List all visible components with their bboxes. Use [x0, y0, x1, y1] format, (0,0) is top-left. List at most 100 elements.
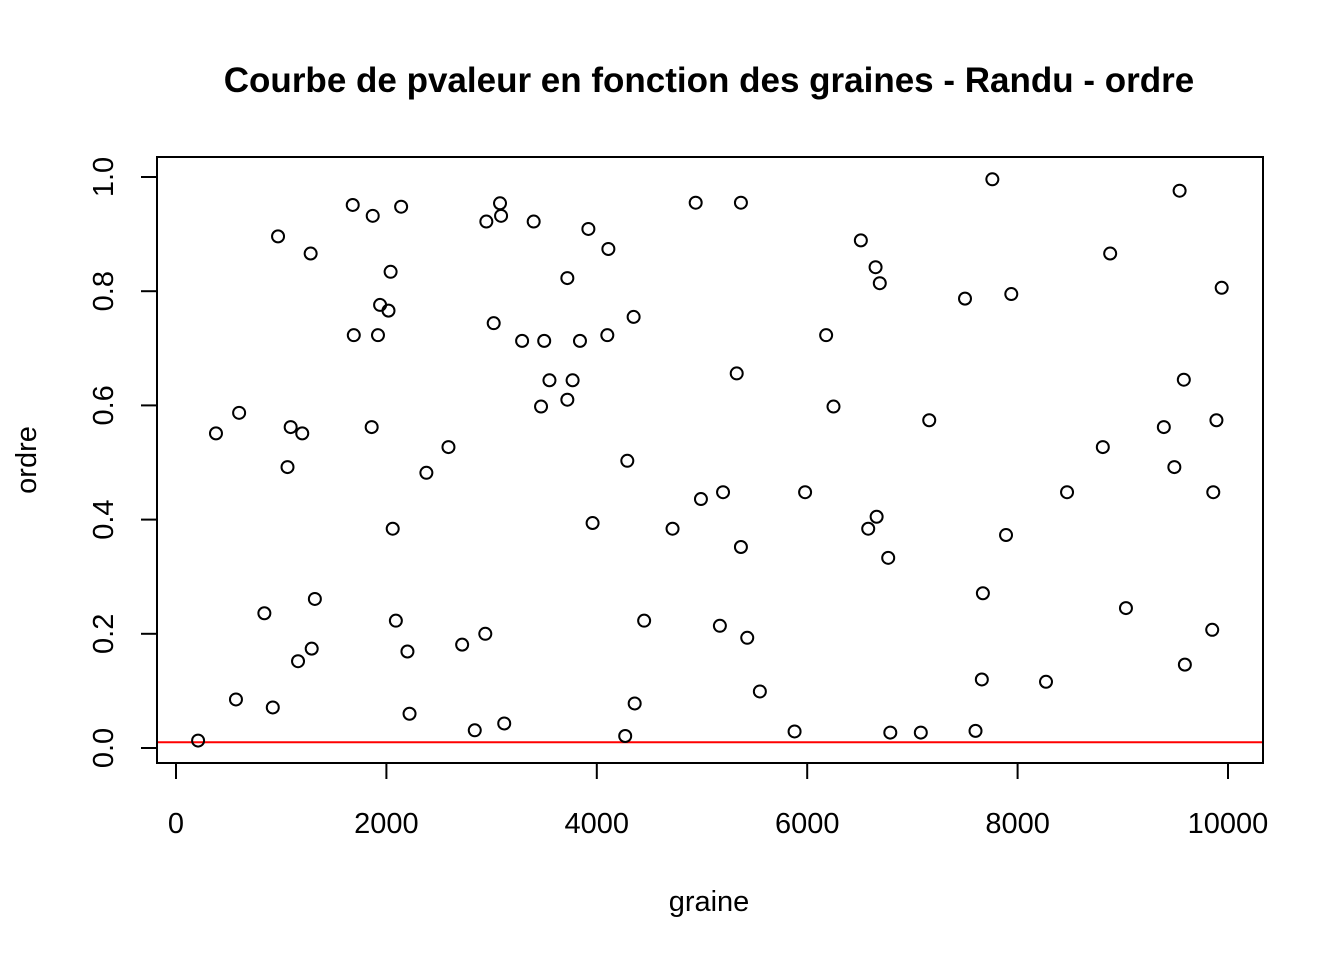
data-point	[693, 492, 708, 507]
data-point	[419, 465, 434, 480]
data-point	[665, 521, 680, 536]
data-point	[1156, 420, 1171, 435]
data-point	[385, 521, 400, 536]
data-point	[1172, 183, 1187, 198]
data-point	[394, 199, 409, 214]
data-point	[365, 208, 380, 223]
data-point	[819, 328, 834, 343]
data-point	[826, 399, 841, 414]
data-point	[999, 528, 1014, 543]
data-point	[861, 521, 876, 536]
data-point	[265, 700, 280, 715]
y-tick-label: 1.0	[88, 157, 120, 197]
data-point	[974, 672, 989, 687]
data-point	[295, 426, 310, 441]
data-point	[346, 328, 361, 343]
data-point	[493, 196, 508, 211]
data-point	[712, 618, 727, 633]
data-point	[542, 373, 557, 388]
data-point	[975, 586, 990, 601]
data-point	[740, 630, 755, 645]
x-axis-label: graine	[669, 886, 750, 918]
data-point	[620, 453, 635, 468]
data-point	[716, 485, 731, 500]
y-tick-label: 0.4	[88, 499, 120, 539]
x-tick-label: 4000	[565, 808, 630, 840]
data-point	[494, 208, 509, 223]
data-point	[1039, 674, 1054, 689]
data-point	[868, 260, 883, 275]
data-point	[388, 613, 403, 628]
data-point	[1205, 622, 1220, 637]
data-point	[869, 509, 884, 524]
data-point	[922, 413, 937, 428]
data-point	[752, 684, 767, 699]
data-point	[637, 613, 652, 628]
data-point	[618, 729, 633, 744]
data-point	[729, 366, 744, 381]
data-point	[872, 276, 887, 291]
y-axis: 0.0 0.2 0.4 0.6 0.8 1.0	[88, 157, 158, 768]
data-point	[787, 724, 802, 739]
data-point	[1176, 372, 1191, 387]
data-point	[303, 246, 318, 261]
data-point	[402, 706, 417, 721]
x-tick-label: 10000	[1188, 808, 1269, 840]
data-point	[560, 392, 575, 407]
data-point	[441, 440, 456, 455]
data-point	[478, 626, 493, 641]
data-point	[585, 516, 600, 531]
data-point	[537, 333, 552, 348]
x-tick-label: 2000	[354, 808, 419, 840]
data-point	[307, 591, 322, 606]
data-point	[228, 692, 243, 707]
data-point	[364, 420, 379, 435]
data-point	[345, 197, 360, 212]
y-tick-label: 0.6	[88, 385, 120, 425]
data-point	[486, 316, 501, 331]
data-point	[688, 195, 703, 210]
data-point	[968, 723, 983, 738]
data-point	[881, 550, 896, 565]
data-point	[257, 606, 272, 621]
data-point	[280, 460, 295, 475]
data-point	[1214, 280, 1229, 295]
data-point	[232, 405, 247, 420]
data-point	[479, 214, 494, 229]
data-point	[913, 725, 928, 740]
plot-frame	[156, 156, 1264, 764]
y-tick-label: 0.8	[88, 271, 120, 311]
data-point	[601, 241, 616, 256]
data-point	[400, 644, 415, 659]
x-tick-label: 6000	[775, 808, 840, 840]
data-point	[560, 271, 575, 286]
data-point	[627, 696, 642, 711]
data-point	[497, 716, 512, 731]
data-point	[1004, 287, 1019, 302]
data-point	[304, 641, 319, 656]
data-point	[883, 725, 898, 740]
data-point	[383, 264, 398, 279]
y-tick-label: 0.2	[88, 614, 120, 654]
data-point	[1177, 657, 1192, 672]
data-point	[626, 309, 641, 324]
data-point	[271, 229, 286, 244]
data-point	[283, 420, 298, 435]
data-point	[1167, 460, 1182, 475]
data-point	[733, 540, 748, 555]
data-point	[455, 637, 470, 652]
data-point	[1206, 485, 1221, 500]
data-point	[526, 214, 541, 229]
data-point	[467, 723, 482, 738]
data-point	[1209, 413, 1224, 428]
x-tick-label: 8000	[985, 808, 1050, 840]
data-point	[733, 195, 748, 210]
data-point	[600, 328, 615, 343]
data-point	[958, 291, 972, 306]
data-point	[370, 328, 385, 343]
data-point	[1095, 440, 1110, 455]
y-tick-label: 0.0	[88, 728, 120, 768]
y-axis-label: ordre	[11, 426, 43, 494]
data-point	[1103, 246, 1118, 261]
